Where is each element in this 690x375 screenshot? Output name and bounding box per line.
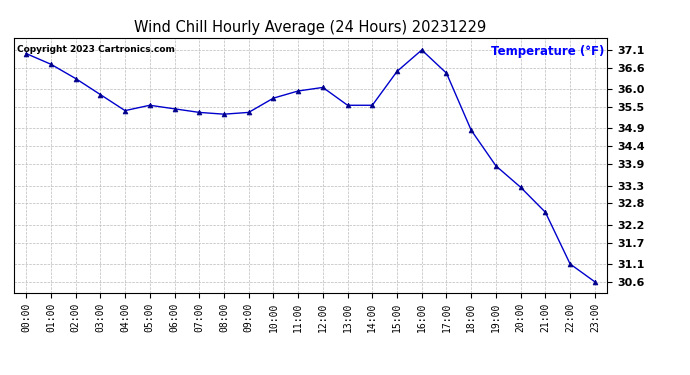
Text: Temperature (°F): Temperature (°F) <box>491 45 604 58</box>
Title: Wind Chill Hourly Average (24 Hours) 20231229: Wind Chill Hourly Average (24 Hours) 202… <box>135 20 486 35</box>
Text: Copyright 2023 Cartronics.com: Copyright 2023 Cartronics.com <box>17 45 175 54</box>
